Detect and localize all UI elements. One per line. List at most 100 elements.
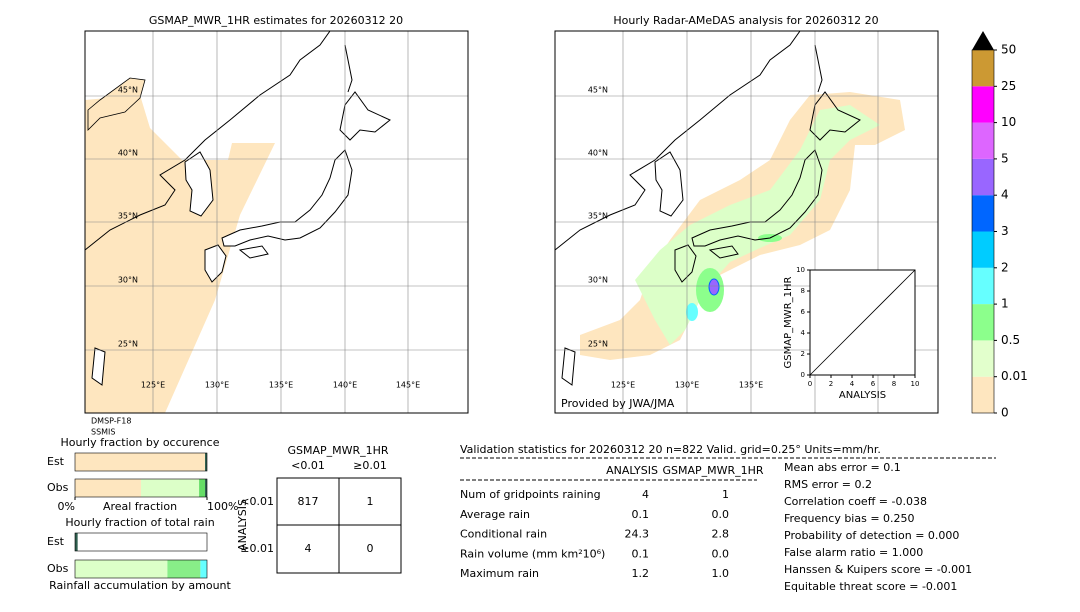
lon-label: 145°E [396,381,420,390]
stat-value: 2.8 [712,528,730,541]
cell: 817 [298,495,319,508]
colorbar-label: 4 [1001,188,1009,202]
cell: 4 [305,542,312,555]
panel-title: Hourly fraction by occurence [61,436,220,449]
lat-label: 40°N [118,149,138,158]
diagonal [809,269,916,376]
fraction-segment [199,479,206,497]
lat-label: 30°N [118,276,138,285]
stat-value: 1 [722,488,729,501]
lon-label: 135°E [269,381,293,390]
colorbar-segment [972,122,994,159]
stat-value: 0.0 [712,508,730,521]
stat-value: 1.2 [632,567,650,580]
stat-value: 24.3 [625,528,650,541]
bar-frame [74,452,208,472]
x-tick-label: 8 [892,380,896,388]
map-title: GSMAP_MWR_1HR estimates for 20260312 20 [149,14,403,27]
colorbar-segment [972,158,994,196]
lat-label: 40°N [588,149,608,158]
colorbar-segment [972,304,994,341]
colorbar-label: 50 [1001,43,1016,57]
fraction-segment [167,560,201,578]
score: Probability of detection = 0.000 [784,529,959,542]
axis-label: Areal fraction [103,500,177,513]
cell: 0 [367,542,374,555]
lat-label: 45°N [588,86,608,95]
row-label: Est [47,535,65,548]
colorbar-segment [972,376,994,413]
row-title: ANALYSIS [236,499,249,551]
x-tick-label: 2 [829,380,833,388]
row-label: Est [47,455,65,468]
colorbar-segment [972,195,994,232]
satellite-label: DMSP-F18 [91,417,131,426]
map-frame [554,30,939,414]
colorbar-label: 1 [1001,297,1009,311]
lat-label: 35°N [588,212,608,221]
map-frame [84,30,469,414]
lat-label: 35°N [118,212,138,221]
y-tick-label: 0 [801,371,805,379]
colorbar-extend [972,31,994,50]
lon-label: 125°E [611,381,635,390]
lon-label: 130°E [205,381,229,390]
stat-value: 0.1 [632,547,650,560]
score: False alarm ratio = 1.000 [784,546,923,559]
lat-label: 30°N [588,276,608,285]
score: RMS error = 0.2 [784,478,872,491]
x-tick-label: 4 [850,380,855,388]
score: Frequency bias = 0.250 [784,512,915,525]
satellite-label: SSMIS [91,428,116,437]
column-header: ANALYSIS [606,464,658,477]
colorbar-label: 0.01 [1001,369,1028,383]
x-tick-label: 6 [871,380,876,388]
y-tick-label: 2 [801,350,805,358]
lon-label: 140°E [333,381,357,390]
bar-frame [74,559,208,579]
colorbar-segment [972,50,994,87]
y-axis-label: GSMAP_MWR_1HR [783,277,794,369]
colorbar-label: 2 [1001,260,1009,274]
panel-title: Hourly fraction of total rain [65,516,214,529]
fraction-segment [75,560,168,578]
x-tick-label: 0 [808,380,812,388]
col-label: <0.01 [291,459,325,472]
row-label: Obs [47,481,69,494]
stat-value: 1.0 [712,567,730,580]
stat-value: 0.1 [632,508,650,521]
fraction-segment [141,479,200,497]
row-label: ≥0.01 [240,542,274,555]
credit: Provided by JWA/JMA [561,397,675,410]
stats-title: Validation statistics for 20260312 20 n=… [460,443,881,456]
x-tick-label: 100% [207,500,238,513]
lat-label: 45°N [118,86,138,95]
colorbar-segment [972,231,994,268]
colorbar-segment [972,340,994,377]
bar-frame [74,532,208,552]
fraction-segment [200,560,207,578]
score: Correlation coeff = -0.038 [784,495,927,508]
stat-label: Num of gridpoints raining [460,488,601,501]
row-label: <0.01 [240,495,274,508]
colorbar-label: 0 [1001,406,1009,420]
col-label: ≥0.01 [353,459,387,472]
fraction-segment [75,453,206,471]
map-title: Hourly Radar-AMeDAS analysis for 2026031… [613,14,878,27]
cell: 1 [367,495,374,508]
lon-label: 125°E [141,381,165,390]
x-axis-label: ANALYSIS [839,390,886,401]
colorbar-label: 3 [1001,224,1009,238]
table-title: GSMAP_MWR_1HR [287,444,388,457]
colorbar-label: 25 [1001,79,1016,93]
lat-label: 25°N [588,340,608,349]
left-map-land [85,31,391,413]
fraction-segment [205,479,207,497]
colorbar-label: 10 [1001,115,1016,129]
lon-label: 135°E [739,381,763,390]
lon-label: 130°E [675,381,699,390]
colorbar-label: 0.5 [1001,333,1020,347]
column-header: GSMAP_MWR_1HR [662,464,763,477]
row-label: Obs [47,562,69,575]
